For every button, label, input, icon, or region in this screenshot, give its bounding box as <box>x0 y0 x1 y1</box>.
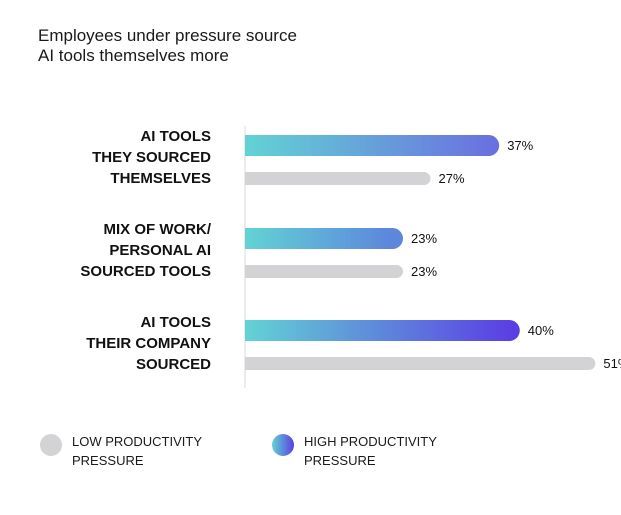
value-label-low: 51% <box>603 356 621 371</box>
legend-item-high: HIGH PRODUCTIVITY PRESSURE <box>272 432 474 470</box>
category-label-line: PERSONAL AI <box>109 242 211 259</box>
category-label: AI TOOLS THEY SOURCED THEMSELVES <box>92 128 211 187</box>
category-label: MIX OF WORK/PERSONAL AI SOURCED TOOLS <box>80 221 211 280</box>
bar-high-pressure <box>245 228 404 249</box>
bar-high-pressure <box>245 320 520 341</box>
category-label-line: THEMSELVES <box>110 170 211 187</box>
category-label-line: AI TOOLS <box>140 314 211 331</box>
value-label-low: 27% <box>438 171 464 186</box>
category-label-line: THEIR COMPANY <box>86 335 211 352</box>
category-label-line: THEY SOURCED <box>92 149 211 166</box>
value-label-low: 23% <box>411 264 437 279</box>
category-label-line: SOURCED TOOLS <box>80 263 211 280</box>
bar-low-pressure <box>245 357 596 370</box>
legend-label-high: HIGH PRODUCTIVITY PRESSURE <box>304 434 437 468</box>
legend-swatch-low <box>40 434 62 456</box>
legend-swatch-high <box>272 434 294 456</box>
bar-low-pressure <box>245 172 431 185</box>
value-label-high: 40% <box>528 323 554 338</box>
category-label: AI TOOLS THEIR COMPANY SOURCED <box>86 314 211 373</box>
category-label-line: MIX OF WORK/ <box>104 221 212 238</box>
category-label-line: SOURCED <box>136 356 211 373</box>
value-label-high: 23% <box>411 231 437 246</box>
bar-high-pressure <box>245 135 500 156</box>
chart-title: Employees under pressure source AI tools… <box>38 26 297 66</box>
value-label-high: 37% <box>507 138 533 153</box>
category-label-line: AI TOOLS <box>140 128 211 145</box>
bar-low-pressure <box>245 265 404 278</box>
legend-item-low: LOW PRODUCTIVITY PRESSURE <box>40 432 242 470</box>
legend-label-low: LOW PRODUCTIVITY PRESSURE <box>72 434 202 468</box>
chart-title-line-1: Employees under pressure source <box>38 26 297 45</box>
bar-chart: AI TOOLS THEY SOURCED THEMSELVES 37% 27% MIX … <box>80 126 621 388</box>
chart-title-line-2: AI tools themselves more <box>38 46 229 65</box>
